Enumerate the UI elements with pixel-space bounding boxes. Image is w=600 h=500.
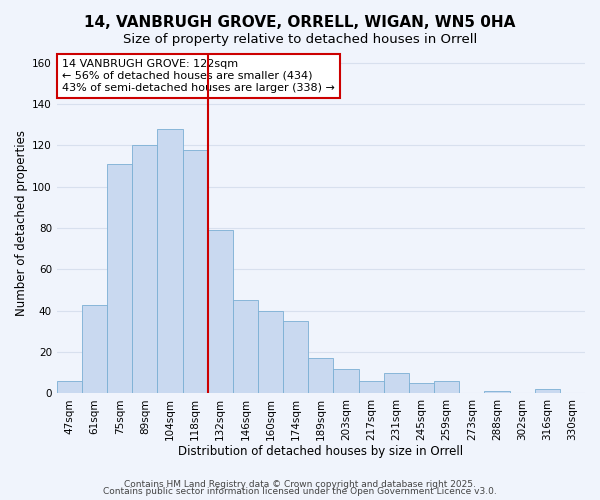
Bar xyxy=(157,129,182,394)
Text: Contains HM Land Registry data © Crown copyright and database right 2025.: Contains HM Land Registry data © Crown c… xyxy=(124,480,476,489)
Bar xyxy=(484,392,509,394)
Text: Contains public sector information licensed under the Open Government Licence v3: Contains public sector information licen… xyxy=(103,487,497,496)
Bar xyxy=(258,310,283,394)
Bar xyxy=(384,372,409,394)
Bar xyxy=(132,146,157,394)
Text: 14 VANBRUGH GROVE: 122sqm
← 56% of detached houses are smaller (434)
43% of semi: 14 VANBRUGH GROVE: 122sqm ← 56% of detac… xyxy=(62,60,335,92)
Bar xyxy=(535,389,560,394)
Bar xyxy=(334,368,359,394)
Bar xyxy=(233,300,258,394)
Bar xyxy=(107,164,132,394)
Bar xyxy=(283,321,308,394)
Bar xyxy=(57,381,82,394)
Bar xyxy=(434,381,459,394)
Bar xyxy=(409,383,434,394)
Bar xyxy=(82,304,107,394)
X-axis label: Distribution of detached houses by size in Orrell: Distribution of detached houses by size … xyxy=(178,444,463,458)
Bar xyxy=(308,358,334,394)
Bar xyxy=(208,230,233,394)
Y-axis label: Number of detached properties: Number of detached properties xyxy=(15,130,28,316)
Text: Size of property relative to detached houses in Orrell: Size of property relative to detached ho… xyxy=(123,32,477,46)
Bar xyxy=(359,381,384,394)
Text: 14, VANBRUGH GROVE, ORRELL, WIGAN, WN5 0HA: 14, VANBRUGH GROVE, ORRELL, WIGAN, WN5 0… xyxy=(85,15,515,30)
Bar xyxy=(182,150,208,394)
